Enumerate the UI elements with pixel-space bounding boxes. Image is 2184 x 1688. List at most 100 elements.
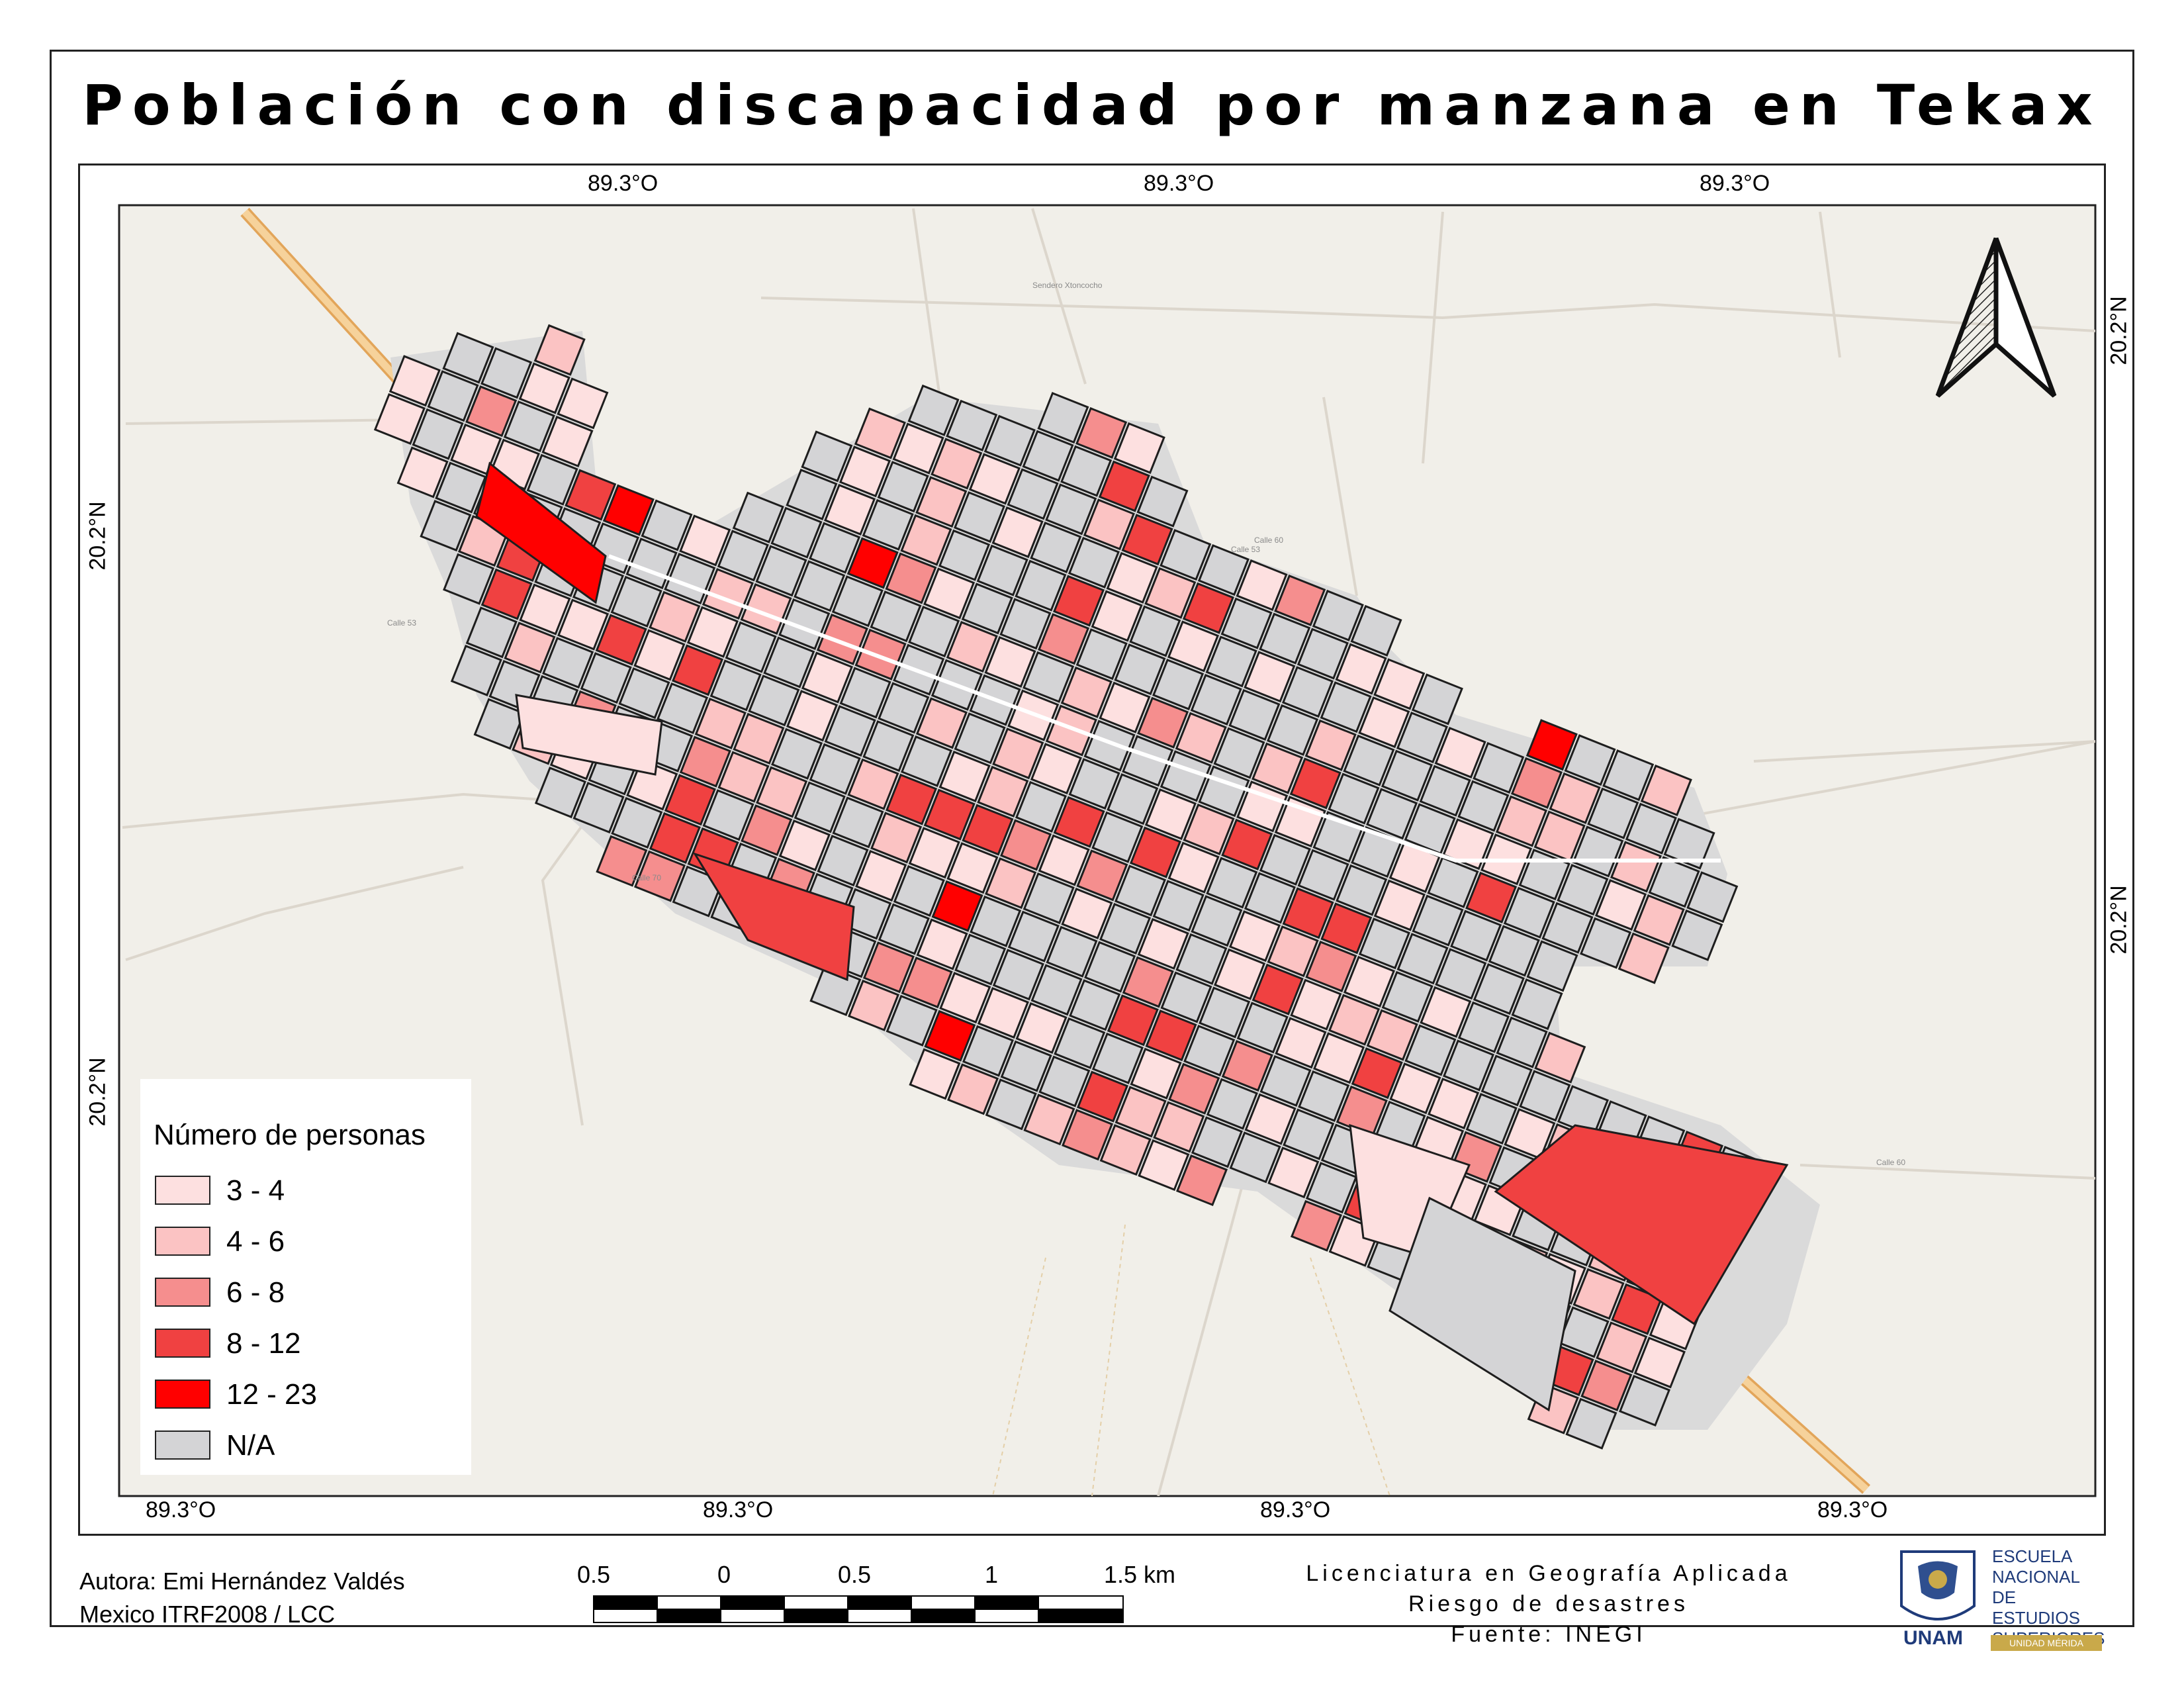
city-block (1061, 887, 1113, 940)
city-block (946, 620, 998, 673)
city-block (847, 758, 899, 810)
city-block (1305, 1162, 1357, 1214)
legend-swatch-3 (155, 1278, 210, 1307)
city-block (1412, 894, 1464, 947)
city-block (953, 491, 1006, 543)
city-block (1121, 514, 1173, 566)
city-block (679, 514, 731, 567)
city-block (1115, 1086, 1167, 1138)
scale-label-5: 1.5 km (1104, 1561, 1176, 1588)
city-block (839, 667, 891, 719)
city-block (1114, 865, 1167, 917)
graticule-bottom-2: 89.3°O (703, 1497, 774, 1523)
city-block (1183, 803, 1235, 855)
city-block (1503, 886, 1555, 939)
city-block (1519, 1070, 1571, 1122)
city-block (831, 575, 884, 628)
city-block (1075, 628, 1128, 680)
city-block (1358, 917, 1410, 970)
city-block (1381, 749, 1433, 802)
city-block (1083, 498, 1135, 551)
city-block (1060, 445, 1113, 497)
city-block (1191, 1116, 1243, 1168)
city-block (1175, 1154, 1228, 1207)
city-block (1420, 986, 1472, 1038)
city-block (732, 491, 784, 543)
city-block (1274, 796, 1326, 848)
city-block (664, 774, 716, 826)
city-block (672, 644, 724, 696)
city-block (1358, 696, 1410, 749)
city-block (1625, 802, 1677, 855)
city-block (824, 483, 876, 536)
source-text: Fuente: INEGI (1451, 1622, 1647, 1647)
city-block (1183, 1025, 1236, 1077)
city-block (999, 598, 1052, 650)
road-label-5: Calle 53 (1231, 545, 1260, 554)
city-block (1526, 940, 1578, 992)
road-label-2: Calle 53 (387, 618, 416, 628)
outer-frame (50, 50, 2134, 1627)
city-block (946, 399, 998, 451)
city-block (786, 468, 838, 521)
city-block (1068, 758, 1120, 810)
city-block (534, 767, 586, 819)
city-block (1190, 673, 1242, 726)
city-block (412, 408, 464, 460)
city-block (442, 332, 494, 384)
city-block (518, 362, 570, 414)
city-block (541, 415, 594, 468)
dirt-tracks (992, 1224, 1390, 1496)
graticule-top-2: 89.3°O (1144, 171, 1214, 196)
city-block (1549, 772, 1601, 824)
unam-shield-icon (1900, 1550, 1976, 1620)
city-block (1541, 902, 1594, 954)
city-block (961, 583, 1013, 635)
city-block (1214, 948, 1266, 1000)
city-block (1144, 567, 1197, 619)
road-label-1: Sendero Xtoncocho (1032, 281, 1103, 290)
city-block (1633, 1336, 1686, 1389)
city-block (870, 812, 923, 864)
city-block (596, 835, 648, 887)
city-block (1320, 902, 1373, 955)
city-block (1298, 1070, 1350, 1122)
city-block (1107, 773, 1159, 825)
city-block (1168, 1062, 1220, 1115)
city-block (1206, 1078, 1258, 1130)
legend-label-3: 6 - 8 (226, 1276, 285, 1309)
city-block (443, 553, 495, 605)
city-block (1396, 712, 1448, 764)
city-block (1099, 1124, 1152, 1176)
city-block (1060, 666, 1113, 718)
city-block (725, 621, 777, 673)
city-block (1045, 483, 1097, 536)
road-label-6: Calle 60 (1254, 536, 1283, 545)
city-block (1083, 720, 1136, 772)
city-block (962, 1025, 1015, 1077)
city-block (870, 590, 922, 643)
legend-label-6: N/A (226, 1429, 275, 1462)
city-block (473, 698, 525, 750)
city-block (954, 933, 1007, 986)
city-block (717, 530, 769, 582)
city-block (794, 781, 846, 833)
city-block (1290, 1199, 1343, 1252)
city-block (801, 651, 853, 704)
city-block (1136, 475, 1189, 528)
city-block (1428, 1078, 1480, 1130)
city-block (1259, 612, 1311, 665)
north-arrow-icon (1935, 237, 2057, 398)
city-block (1648, 856, 1700, 908)
city-block (1197, 544, 1250, 596)
city-block (1144, 788, 1197, 841)
city-block (915, 697, 968, 749)
graticule-top-3: 89.3°O (1700, 171, 1770, 196)
city-block (1267, 704, 1319, 756)
city-block (1297, 628, 1349, 680)
city-block (1251, 963, 1304, 1015)
city-block (923, 788, 976, 841)
city-block (1663, 818, 1715, 870)
city-block (1175, 933, 1228, 985)
city-block (909, 1048, 961, 1100)
